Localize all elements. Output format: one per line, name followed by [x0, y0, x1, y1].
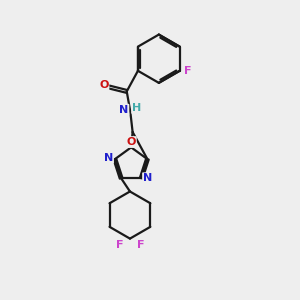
Text: F: F: [116, 240, 123, 250]
Text: N: N: [104, 153, 113, 163]
Text: H: H: [132, 103, 141, 113]
Text: O: O: [99, 80, 109, 90]
Text: O: O: [127, 137, 136, 147]
Text: N: N: [119, 105, 128, 115]
Text: N: N: [143, 173, 152, 183]
Text: F: F: [184, 66, 192, 76]
Text: F: F: [136, 240, 144, 250]
